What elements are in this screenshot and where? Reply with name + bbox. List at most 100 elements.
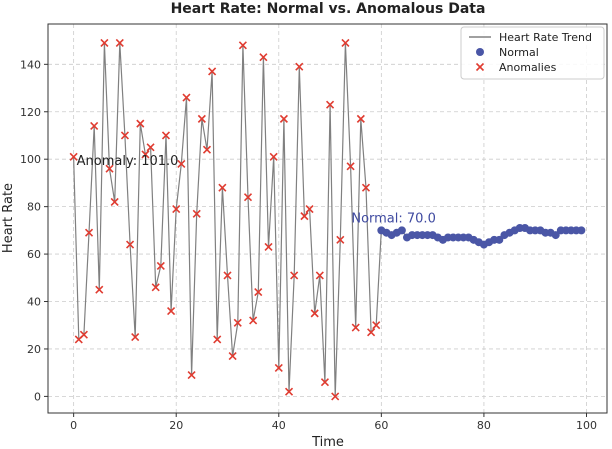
anomaly-point-stroke [372, 321, 381, 330]
normal-annotation: Normal: 70.0 [351, 211, 436, 226]
anomaly-point [367, 328, 376, 337]
anomaly-point-stroke [305, 204, 314, 214]
anomaly-point-stroke [213, 335, 222, 344]
grid [48, 24, 607, 413]
anomaly-point [264, 242, 273, 252]
x-tick-label: 60 [374, 419, 388, 432]
anomaly-point [325, 100, 335, 109]
x-tick-label: 0 [70, 419, 77, 432]
anomaly-point [331, 392, 340, 401]
anomaly-point-stroke [356, 114, 365, 123]
anomaly-point-stroke [320, 378, 330, 387]
anomaly-point-stroke [151, 283, 160, 292]
anomaly-point-stroke [279, 114, 288, 123]
anomaly-point-stroke [300, 212, 309, 221]
x-axis-label: Time [311, 435, 344, 449]
anomaly-point-stroke [295, 62, 304, 71]
anomaly-point-stroke [331, 392, 340, 401]
anomaly-point [290, 271, 299, 280]
anomaly-point-stroke [341, 38, 350, 48]
anomaly-point [269, 152, 278, 161]
anomaly-point [310, 309, 319, 318]
anomaly-point-stroke [315, 271, 324, 280]
anomaly-point-stroke [197, 114, 206, 123]
anomaly-point-stroke [182, 93, 191, 102]
anomaly-point [223, 271, 232, 280]
anomaly-point [105, 164, 114, 173]
y-axis-label: Heart Rate [1, 183, 16, 253]
anomaly-point-stroke [95, 285, 104, 294]
anomaly-point [172, 204, 181, 214]
legend-anomaly-label: Anomalies [499, 61, 557, 74]
anomaly-point-stroke [120, 131, 129, 140]
anomaly-point-stroke [346, 162, 355, 171]
anomaly-point [305, 204, 314, 214]
anomaly-point-stroke [172, 204, 181, 214]
anomaly-annotation: Anomaly: 101.0 [77, 154, 179, 169]
plot-frame [47, 23, 608, 414]
anomaly-point [213, 335, 222, 344]
anomaly-point [115, 38, 124, 48]
anomaly-point [372, 321, 381, 330]
y-tick-label: 140 [20, 58, 41, 71]
anomaly-point-stroke [141, 150, 150, 159]
x-tick-label: 100 [576, 419, 597, 432]
anomaly-point-stroke [218, 183, 227, 192]
anomaly-point [177, 159, 186, 169]
anomaly-point [351, 323, 360, 332]
anomaly-point [300, 212, 309, 221]
anomaly-point-stroke [264, 242, 273, 252]
legend-normal-label: Normal [499, 46, 539, 59]
ticks: 0 20 40 60 80 100 0 20 40 60 80 100 120 140 [20, 58, 597, 432]
anomaly-point [182, 93, 191, 102]
anomaly-point [69, 152, 78, 161]
anomaly-point-stroke [228, 352, 237, 361]
anomaly-point [79, 330, 88, 339]
anomaly-point [197, 114, 206, 123]
anomaly-point [259, 53, 268, 62]
anomaly-point-stroke [79, 330, 88, 339]
legend-normal-swatch [476, 48, 484, 56]
anomaly-point [249, 316, 258, 325]
anomaly-point-stroke [325, 100, 335, 109]
anomaly-point-stroke [254, 287, 263, 297]
anomaly-point-stroke [187, 370, 196, 380]
anomaly-point-stroke [269, 152, 278, 161]
anomaly-point [279, 114, 288, 123]
legend-box [460, 26, 605, 80]
anomaly-point [156, 261, 165, 271]
anomaly-point-stroke [146, 143, 155, 152]
anomaly-point [120, 131, 129, 140]
anomaly-point-stroke [115, 38, 124, 48]
anomaly-point-stroke [249, 316, 258, 325]
anomaly-point-stroke [100, 38, 109, 48]
anomaly-point [320, 378, 330, 387]
anomaly-point [233, 318, 242, 327]
anomaly-point [90, 121, 99, 131]
y-tick-label: 0 [34, 390, 41, 403]
x-tick-label: 80 [477, 419, 491, 432]
anomaly-point-stroke [259, 53, 268, 62]
anomaly-point [141, 150, 150, 159]
anomaly-point [208, 67, 217, 76]
anomaly-point-stroke [336, 235, 345, 244]
anomaly-point-stroke [202, 145, 212, 154]
normal-point [397, 226, 406, 235]
anomaly-point [151, 283, 160, 292]
anomaly-point [284, 387, 294, 396]
anomaly-point-stroke [310, 309, 319, 318]
anomaly-point [218, 183, 227, 192]
anomaly-point [161, 131, 171, 140]
anomaly-point [202, 145, 212, 154]
anomaly-point-stroke [290, 271, 299, 280]
anomaly-point-stroke [125, 240, 135, 249]
anomaly-point-stroke [223, 271, 232, 280]
anomaly-point-stroke [233, 318, 242, 327]
anomaly-point-stroke [351, 323, 360, 332]
anomaly-point [315, 271, 324, 280]
anomaly-point [146, 143, 155, 152]
anomaly-point-stroke [161, 131, 171, 140]
anomaly-point-stroke [208, 67, 217, 76]
anomaly-point-stroke [105, 164, 114, 173]
